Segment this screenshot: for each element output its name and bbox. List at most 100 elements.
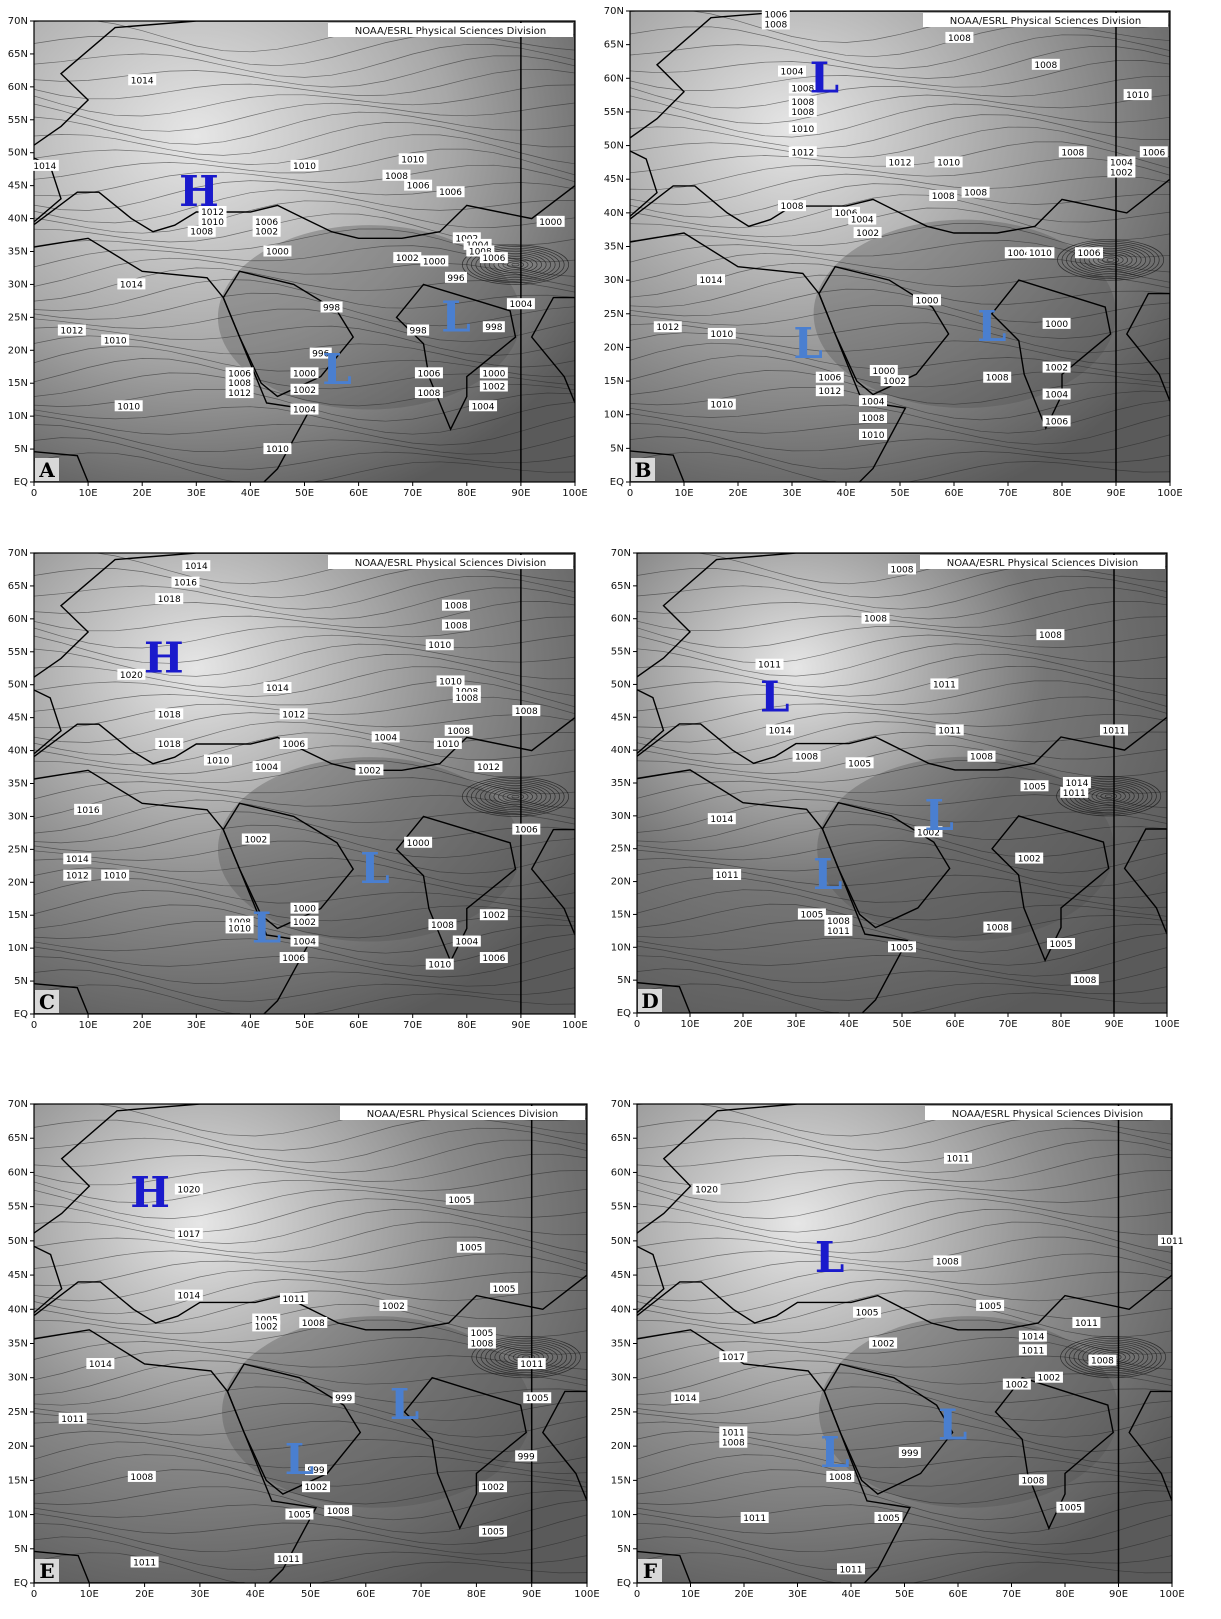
isobar	[34, 1536, 587, 1571]
isobar	[637, 1337, 1172, 1370]
coastline	[823, 1363, 954, 1495]
isobar	[34, 840, 575, 875]
isobar	[34, 134, 575, 165]
credit-box	[340, 1106, 585, 1120]
contour-label-box	[299, 1316, 328, 1328]
panel-letter: D	[641, 989, 658, 1013]
isobar	[34, 1117, 587, 1151]
lon-label: 50E	[295, 1020, 314, 1031]
contour-label-box	[425, 639, 454, 651]
lat-label: 30N	[604, 275, 624, 286]
lon-label: 30E	[782, 488, 801, 499]
isobar	[470, 247, 561, 282]
contour-label-box	[1072, 1316, 1101, 1328]
contour-label: 1000	[916, 296, 939, 306]
contour-label: 1011	[282, 1295, 305, 1305]
contour-label-box	[1070, 974, 1099, 986]
contour-label: 1006	[1045, 417, 1068, 427]
map-panel-b: 70N 65N 60N 55N 50N 45N 40N 35N 30N 25N 20N 15N 10N 5…	[604, 0, 1221, 519]
contour-label: 1000	[407, 839, 430, 849]
contour-label: 1011	[743, 1514, 766, 1524]
contour-label: 1005	[448, 1196, 471, 1206]
low-pressure-marker: L	[252, 903, 282, 952]
contour-label: 1002	[293, 918, 316, 928]
lat-label: 45N	[8, 181, 28, 192]
contour-label-box	[832, 206, 860, 218]
contour-label: 1008	[417, 389, 440, 399]
contour-label: 1004	[472, 402, 495, 412]
contour-label: 1011	[277, 1555, 300, 1565]
contour-label-box	[880, 375, 909, 387]
contour-label: 1002	[255, 1322, 278, 1332]
contour-label-box	[1020, 780, 1049, 792]
isobar	[1106, 258, 1115, 262]
credit-text: NOAA/ESRL Physical Sciences Division	[947, 558, 1139, 569]
lat-label: 60N	[611, 1167, 631, 1178]
contour-label-box	[861, 612, 890, 624]
isobar	[34, 1236, 587, 1269]
contour-label: 1008	[228, 379, 251, 389]
contour-label: 1008	[431, 921, 454, 931]
contour-label: 1010	[401, 155, 424, 165]
lon-label: 10E	[80, 1589, 99, 1600]
contour-label-box	[58, 1412, 87, 1424]
contour-label-box	[101, 869, 130, 881]
lon-label: 30E	[788, 1589, 807, 1600]
contour-label-box	[1139, 146, 1168, 158]
contour-label-box	[469, 400, 498, 412]
contour-label-box	[761, 8, 790, 20]
contour-label: 1008	[781, 202, 804, 212]
low-pressure-marker: L	[977, 302, 1007, 351]
contour-label: 1002	[482, 1483, 505, 1493]
coastline	[818, 265, 950, 396]
credit-text: NOAA/ESRL Physical Sciences Division	[367, 1109, 559, 1120]
isobar	[637, 1319, 1172, 1355]
lat-label: 65N	[611, 1133, 631, 1144]
isobar	[34, 325, 575, 356]
contour-label-box	[456, 1241, 485, 1253]
contour-label: 1006	[818, 374, 841, 384]
contour-label: 1008	[791, 108, 814, 118]
coastline	[1123, 828, 1167, 935]
contour-label-box	[848, 213, 877, 225]
lon-label: 10E	[680, 1019, 699, 1030]
lon-label: 10E	[674, 488, 693, 499]
contour-label: 1000	[872, 367, 895, 377]
lat-label: 55N	[604, 107, 624, 118]
contour-label-box	[869, 364, 898, 376]
contour-label: 1012	[791, 148, 814, 158]
contour-label: 1011	[716, 871, 739, 881]
contour-label: 1010	[710, 330, 733, 340]
isobar	[34, 1337, 587, 1370]
lat-label: 45N	[8, 1270, 28, 1281]
high-pressure-marker: H	[179, 167, 219, 216]
isobar	[34, 1253, 587, 1287]
contour-label: 1006	[228, 369, 251, 379]
isobar	[637, 983, 1167, 1013]
coastline	[530, 296, 575, 404]
lat-label: 15N	[611, 909, 631, 920]
contour-label: 1012	[282, 710, 305, 720]
contour-label-box	[290, 935, 319, 947]
lon-label: 90E	[511, 488, 530, 499]
contour-label-box	[324, 1505, 353, 1517]
contour-label: 1008	[1034, 61, 1057, 71]
contour-label: 1014	[66, 855, 89, 865]
map-panel-d-svg: 70N 65N 60N 55N 50N 45N 40N 35N 30N 25N 20N 15N 10N 5…	[611, 548, 1180, 1030]
isobar	[34, 452, 575, 482]
lat-label: 60N	[8, 614, 28, 625]
contour-label: 1016	[174, 579, 197, 589]
lon-label: 100E	[1157, 488, 1182, 499]
isobar	[1061, 241, 1160, 279]
contour-label: 1010	[206, 756, 229, 766]
lat-label: 15N	[604, 376, 624, 387]
contour-label-box	[198, 205, 227, 217]
isobar	[630, 94, 1170, 125]
contour-label: 1011	[520, 1360, 543, 1370]
contour-label: 1002	[358, 766, 381, 776]
contour-label: 1010	[104, 872, 127, 882]
contour-label: 1008	[970, 753, 993, 763]
isobar	[34, 1430, 587, 1464]
contour-label-box	[1018, 1344, 1047, 1356]
lon-label: 10E	[681, 1589, 700, 1600]
